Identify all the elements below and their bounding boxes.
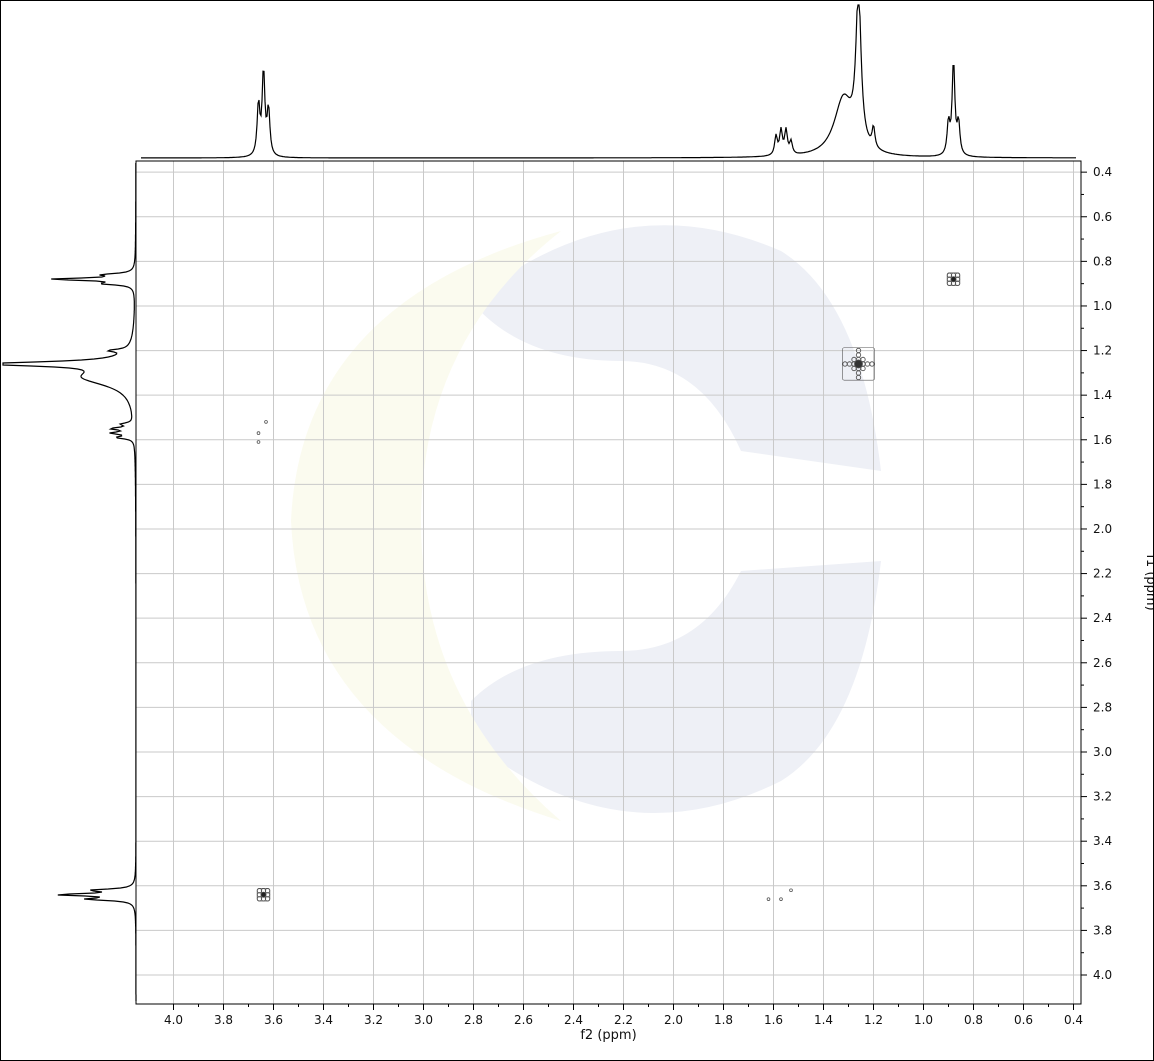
y-tick-label: 2.2 <box>1093 567 1112 581</box>
y-tick-label: 1.0 <box>1093 299 1112 313</box>
x-tick-label: 1.6 <box>764 1013 783 1027</box>
x-axis: 4.0 3.8 3.6 3.4 3.2 3.0 2.8 2.6 2.4 2.2 2.0 1.8 1.6 1… <box>164 1004 1083 1027</box>
x-tick-label: 0.8 <box>964 1013 983 1027</box>
y-axis-title: f1 (ppm) <box>1143 554 1153 610</box>
diagonal-peak <box>947 273 960 286</box>
x-tick-label: 1.0 <box>914 1013 933 1027</box>
cross-peak <box>780 898 783 901</box>
x-tick-label: 1.8 <box>714 1013 733 1027</box>
y-tick-label: 1.6 <box>1093 433 1112 447</box>
y-tick-label: 0.6 <box>1093 210 1112 224</box>
left-spectrum-trace <box>3 163 136 1001</box>
y-tick-label: 2.6 <box>1093 656 1112 670</box>
x-tick-label: 0.6 <box>1014 1013 1033 1027</box>
y-tick-label: 1.2 <box>1093 344 1112 358</box>
y-tick-label: 3.2 <box>1093 790 1112 804</box>
x-tick-label: 2.0 <box>664 1013 683 1027</box>
x-tick-label: 1.4 <box>814 1013 833 1027</box>
y-tick-label: 4.0 <box>1093 968 1112 982</box>
x-axis-title: f2 (ppm) <box>580 1028 636 1043</box>
y-tick-label: 2.8 <box>1093 700 1112 714</box>
cross-peak <box>257 441 260 444</box>
x-tick-label: 4.0 <box>164 1013 183 1027</box>
watermark-logo <box>291 225 881 821</box>
y-axis: 0.4 0.6 0.8 1.0 1.2 1.4 1.6 1.8 2.0 2.2 2.4 2.6 2.8 3… <box>1081 165 1112 982</box>
y-tick-label: 3.6 <box>1093 879 1112 893</box>
contour-ring <box>780 898 783 901</box>
y-tick-label: 3.8 <box>1093 923 1112 937</box>
contour-ring <box>767 898 770 901</box>
x-tick-label: 1.2 <box>864 1013 883 1027</box>
contour-ring <box>865 362 869 366</box>
diagonal-peak <box>257 888 270 901</box>
contour-ring <box>790 889 793 892</box>
watermark-arc-top <box>471 225 881 471</box>
x-tick-label: 3.4 <box>314 1013 333 1027</box>
x-tick-label: 3.6 <box>264 1013 283 1027</box>
x-tick-label: 3.0 <box>414 1013 433 1027</box>
x-tick-label: 2.8 <box>464 1013 483 1027</box>
contour-core <box>951 277 956 282</box>
contour-ring <box>257 432 260 435</box>
x-tick-label: 3.2 <box>364 1013 383 1027</box>
x-tick-label: 0.4 <box>1064 1013 1083 1027</box>
y-tick-label: 3.4 <box>1093 834 1112 848</box>
left-projection <box>3 163 136 1001</box>
contour-ring <box>265 421 268 424</box>
contour-ring <box>257 441 260 444</box>
x-tick-label: 2.6 <box>514 1013 533 1027</box>
top-projection <box>141 5 1076 158</box>
x-tick-label: 2.4 <box>564 1013 583 1027</box>
y-tick-label: 0.8 <box>1093 254 1112 268</box>
x-tick-label: 2.2 <box>614 1013 633 1027</box>
cross-peak <box>257 432 260 435</box>
top-spectrum-trace <box>141 5 1076 158</box>
y-tick-label: 1.8 <box>1093 477 1112 491</box>
contour-core <box>261 892 266 897</box>
cross-peak <box>265 421 268 424</box>
y-tick-label: 0.4 <box>1093 165 1112 179</box>
watermark-arc-bottom <box>471 561 881 813</box>
y-tick-label: 2.0 <box>1093 522 1112 536</box>
cross-peak <box>767 898 770 901</box>
cross-peak <box>790 889 793 892</box>
x-tick-label: 3.8 <box>214 1013 233 1027</box>
contour-core <box>855 360 863 368</box>
y-tick-label: 2.4 <box>1093 611 1112 625</box>
contour-ring <box>856 353 860 357</box>
y-tick-label: 1.4 <box>1093 388 1112 402</box>
y-tick-label: 3.0 <box>1093 745 1112 759</box>
